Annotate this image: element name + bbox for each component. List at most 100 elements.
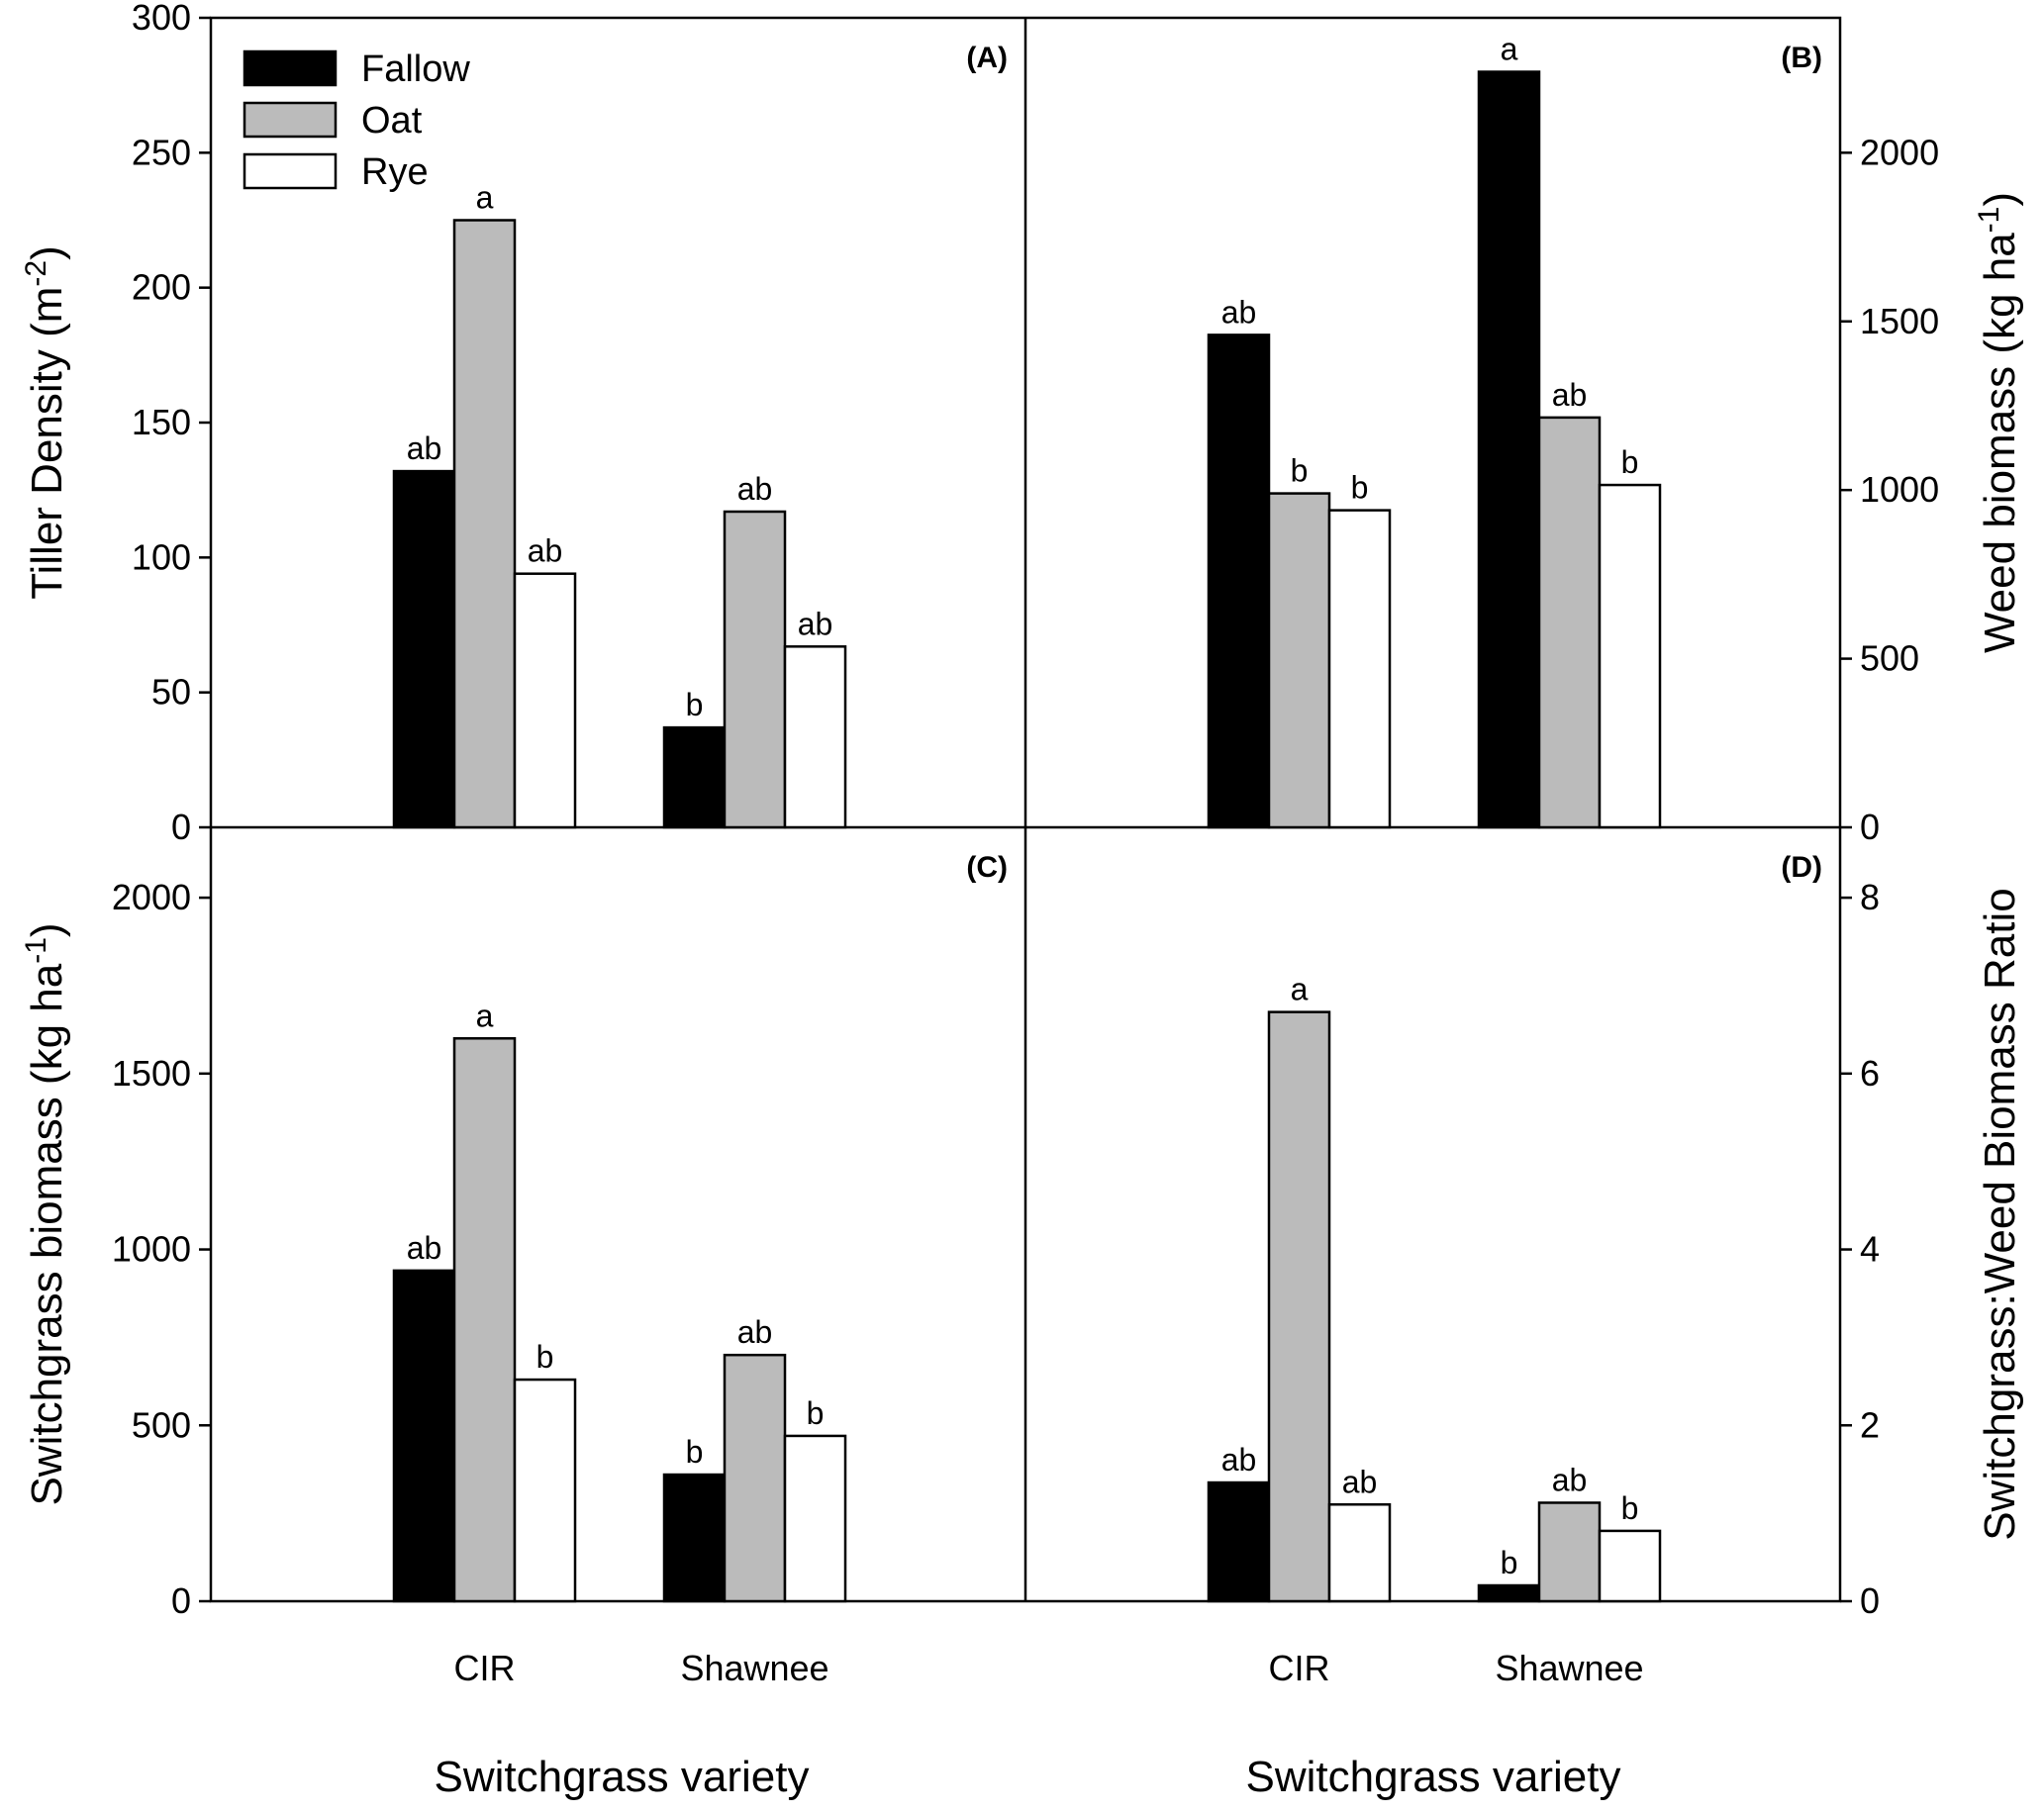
y-tick-label: 1500 <box>112 1053 191 1094</box>
bar-rye-cir <box>1327 509 1392 829</box>
bar-rye-shawnee <box>783 1434 847 1603</box>
significance-label: a <box>1501 32 1518 67</box>
y-axis-title-end: ) <box>23 922 71 937</box>
bar-oat-shawnee <box>1537 1501 1602 1603</box>
legend-swatch-fallow <box>243 49 338 87</box>
legend: Fallow Oat Rye <box>243 48 470 193</box>
y-tick-label: 200 <box>132 267 191 308</box>
significance-label: ab <box>407 430 442 466</box>
y-tick-label: 2000 <box>112 877 191 917</box>
significance-label: ab <box>1342 1464 1378 1499</box>
significance-label: a <box>1291 972 1309 1007</box>
bar-rye-cir <box>513 1378 577 1603</box>
y-axis-title-text: Switchgrass:Weed Biomass Ratio <box>1976 888 2024 1540</box>
bar-fallow-shawnee <box>1477 70 1541 829</box>
y-axis-title-text: Weed biomass (kg ha <box>1976 233 2024 653</box>
legend-label-rye: Rye <box>361 151 429 193</box>
bar-oat-cir <box>1267 1010 1331 1603</box>
bar-oat-shawnee <box>723 510 787 829</box>
significance-label: ab <box>798 606 833 641</box>
bar-oat-shawnee <box>1537 416 1602 829</box>
bar-rye-cir <box>1327 1503 1392 1603</box>
bar-oat-cir <box>452 219 517 829</box>
panel-label: (D) <box>1781 851 1822 884</box>
y-tick-label: 0 <box>1860 1580 1880 1621</box>
significance-label: ab <box>407 1230 442 1266</box>
bar-fallow-shawnee <box>662 1473 727 1603</box>
bar-fallow-shawnee <box>662 725 727 829</box>
bar-oat-shawnee <box>723 1353 787 1603</box>
significance-label: ab <box>528 533 563 569</box>
y-tick-label: 0 <box>1860 807 1880 847</box>
y-axis-title-superscript: -1 <box>1973 207 2005 234</box>
bar-rye-shawnee <box>783 645 847 829</box>
y-tick-label: 1500 <box>1860 301 1939 341</box>
significance-label: b <box>807 1395 825 1431</box>
y-tick-label: 2000 <box>1860 132 1939 172</box>
significance-label: a <box>476 180 494 216</box>
y-tick-label: 8 <box>1860 877 1880 917</box>
bar-rye-shawnee <box>1598 1529 1662 1603</box>
bar-fallow-cir <box>1207 1480 1271 1603</box>
y-tick-label: 1000 <box>112 1229 191 1270</box>
bar-rye-shawnee <box>1598 483 1662 829</box>
significance-label: ab <box>737 471 773 507</box>
significance-label: b <box>1501 1545 1518 1580</box>
bar-oat-cir <box>452 1037 517 1603</box>
bar-fallow-shawnee <box>1477 1583 1541 1603</box>
significance-label: a <box>476 998 494 1033</box>
panel-b: (B) 0 500 1000 1500 2000 Weed biomass (kg ha-1… <box>1207 32 2024 847</box>
y-axis-title: Tiller Density (m-2) <box>20 245 71 600</box>
y-tick-label: 2 <box>1860 1404 1880 1445</box>
y-tick-label: 0 <box>171 1580 191 1621</box>
y-tick-label: 100 <box>132 536 191 577</box>
y-tick-label: 4 <box>1860 1229 1880 1270</box>
x-category-label: Shawnee <box>680 1648 828 1688</box>
significance-label: ab <box>1221 294 1257 330</box>
panel-label: (A) <box>966 42 1008 74</box>
y-tick-label: 500 <box>132 1404 191 1445</box>
significance-label: b <box>1351 470 1369 506</box>
significance-label: b <box>686 687 704 722</box>
bar-fallow-cir <box>392 469 456 829</box>
y-tick-label: 500 <box>1860 638 1919 679</box>
y-axis-title-end: ) <box>1976 192 2024 207</box>
legend-swatch-rye <box>243 152 338 190</box>
significance-label: b <box>1621 1490 1639 1526</box>
panel-label: (C) <box>966 851 1008 884</box>
y-axis-title-end: ) <box>23 245 71 260</box>
x-axis-title-right: Switchgrass variety <box>1245 1753 1620 1801</box>
bar-fallow-cir <box>392 1269 456 1603</box>
y-tick-label: 6 <box>1860 1053 1880 1094</box>
y-axis-title: Switchgrass:Weed Biomass Ratio <box>1976 888 2024 1540</box>
legend-label-oat: Oat <box>361 100 423 142</box>
significance-label: b <box>1291 453 1309 489</box>
x-category-label: CIR <box>1269 1648 1330 1688</box>
legend-swatch-oat <box>243 101 338 139</box>
bar-fallow-cir <box>1207 334 1271 829</box>
significance-label: ab <box>737 1314 773 1350</box>
x-category-label: CIR <box>454 1648 516 1688</box>
significance-label: b <box>686 1434 704 1470</box>
y-axis-title-text: Tiller Density (m <box>23 287 71 600</box>
bar-rye-cir <box>513 572 577 829</box>
panel-label: (B) <box>1781 42 1822 74</box>
y-tick-label: 50 <box>151 672 191 713</box>
y-tick-label: 250 <box>132 132 191 172</box>
panel-a: (A) 0 50 100 150 200 250 300 Tiller Density (m-2… <box>20 0 1008 847</box>
x-category-label: Shawnee <box>1495 1648 1643 1688</box>
significance-label: b <box>1621 444 1639 480</box>
y-axis-title: Switchgrass biomass (kg ha-1) <box>20 922 71 1505</box>
y-tick-label: 1000 <box>1860 469 1939 510</box>
significance-label: ab <box>1552 1462 1588 1497</box>
legend-label-fallow: Fallow <box>361 48 470 90</box>
x-axis-title-left: Switchgrass variety <box>434 1753 809 1801</box>
y-axis-title-superscript: -2 <box>20 260 52 287</box>
y-tick-label: 0 <box>171 807 191 847</box>
y-tick-label: 150 <box>132 402 191 442</box>
y-axis-title-text: Switchgrass biomass (kg ha <box>23 963 71 1505</box>
y-axis-title: Weed biomass (kg ha-1) <box>1973 192 2024 653</box>
